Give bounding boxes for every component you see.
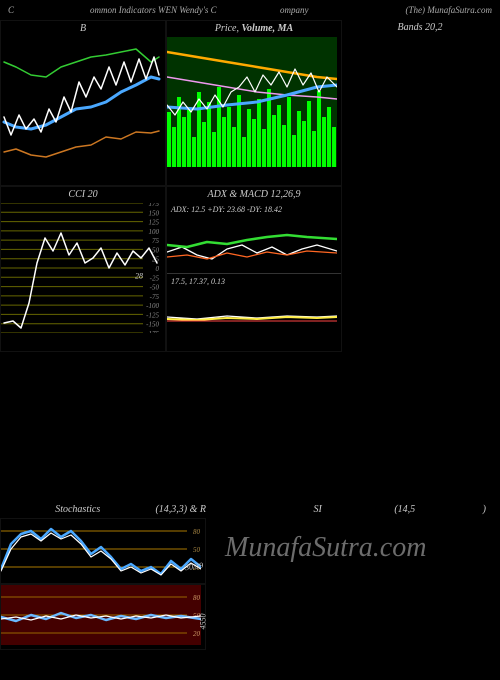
svg-text:150: 150	[149, 209, 160, 217]
price-ma-svg	[167, 37, 337, 167]
svg-text:100: 100	[149, 228, 160, 236]
svg-text:-150: -150	[146, 321, 159, 329]
svg-text:0: 0	[156, 265, 160, 273]
header-source: (The) MunafaSutra.com	[406, 0, 493, 20]
panel-cci: CCI 20 1751501251007550250-25-50-75-100-…	[0, 186, 166, 352]
svg-text:80: 80	[193, 528, 201, 536]
svg-text:75: 75	[152, 237, 160, 245]
rsi-val-label: 4550	[199, 614, 208, 630]
panel-bollinger: B	[0, 20, 166, 186]
bollinger-chart	[1, 37, 165, 183]
bollinger-svg	[1, 37, 161, 167]
row-3-title: Stochastics (14,3,3) & R SI (14,5 )	[0, 502, 500, 518]
row-3: 805020 30/39 MunafaSutra.com	[0, 518, 500, 584]
rsi-title-area: SI (14,5 )	[206, 502, 496, 518]
price-ma-chart	[167, 37, 341, 183]
cci-chart: 1751501251007550250-25-50-75-100-125-150…	[1, 203, 165, 349]
bollinger-title: B	[1, 21, 165, 37]
rsi-t1: SI	[313, 504, 321, 515]
macd-svg	[167, 289, 337, 344]
svg-text:-125: -125	[146, 311, 159, 319]
adx-svg	[167, 217, 337, 272]
adx-label: ADX: 12.5 +DY: 23.68 -DY: 18.42	[171, 205, 282, 214]
price-ma-title: Price, Volume, MA	[167, 21, 341, 37]
row-4: 805020 4550	[0, 584, 500, 650]
price-ma-t1: Price,	[215, 23, 239, 34]
panel-stoch: 805020 30/39	[0, 518, 206, 584]
panel-bands-label: Bands 20,2	[342, 20, 498, 186]
stoch-t1: Stochastics	[55, 504, 100, 515]
stoch-t2: (14,3,3) & R	[155, 502, 206, 518]
row-1: B Price, Volume, MA Bands 20,2	[0, 20, 500, 186]
svg-text:-75: -75	[150, 293, 160, 301]
svg-text:50: 50	[152, 246, 160, 254]
svg-text:80: 80	[193, 594, 201, 602]
row-2: CCI 20 1751501251007550250-25-50-75-100-…	[0, 186, 500, 352]
header-mid: ommon Indicators WEN Wendy's C	[90, 0, 217, 20]
adx-macd-divider	[167, 273, 341, 274]
watermark-1: MunafaSutra.com	[225, 532, 426, 564]
rsi-t3: )	[483, 502, 486, 518]
svg-text:-50: -50	[150, 284, 160, 292]
header-company: ompany	[280, 0, 309, 20]
svg-text:125: 125	[149, 219, 160, 227]
cci-svg: 1751501251007550250-25-50-75-100-125-150…	[1, 203, 161, 333]
page-header: C ommon Indicators WEN Wendy's C ompany …	[0, 0, 500, 20]
stoch-chart: 805020 30/39	[1, 519, 205, 579]
cci-title: CCI 20	[1, 187, 165, 203]
panel-rsi: 805020 4550	[0, 584, 206, 650]
panel-price-ma: Price, Volume, MA	[166, 20, 342, 186]
adx-macd-chart: ADX: 12.5 +DY: 23.68 -DY: 18.42 17.5, 17…	[167, 203, 341, 349]
panel-adx-macd: ADX & MACD 12,26,9 ADX: 12.5 +DY: 23.68 …	[166, 186, 342, 352]
rsi-svg: 805020	[1, 585, 201, 645]
header-left: C	[8, 0, 14, 20]
svg-text:-25: -25	[150, 274, 160, 282]
adx-macd-title: ADX & MACD 12,26,9	[167, 187, 341, 203]
svg-text:-175: -175	[146, 330, 159, 333]
spacer	[0, 352, 500, 502]
svg-text:175: 175	[149, 203, 160, 208]
svg-text:-100: -100	[146, 302, 159, 310]
svg-text:20: 20	[193, 630, 201, 638]
stoch-title-area: Stochastics (14,3,3) & R	[0, 502, 206, 518]
rsi-t2: (14,5	[394, 504, 415, 515]
svg-text:50: 50	[193, 546, 201, 554]
cci-value-label: 28	[135, 272, 143, 281]
rsi-chart: 805020 4550	[1, 585, 205, 645]
stoch-svg: 805020	[1, 519, 201, 579]
price-ma-t2: Volume, MA	[241, 23, 293, 34]
macd-label: 17.5, 17.37, 0.13	[171, 277, 225, 286]
bands-title: Bands 20,2	[342, 20, 498, 36]
